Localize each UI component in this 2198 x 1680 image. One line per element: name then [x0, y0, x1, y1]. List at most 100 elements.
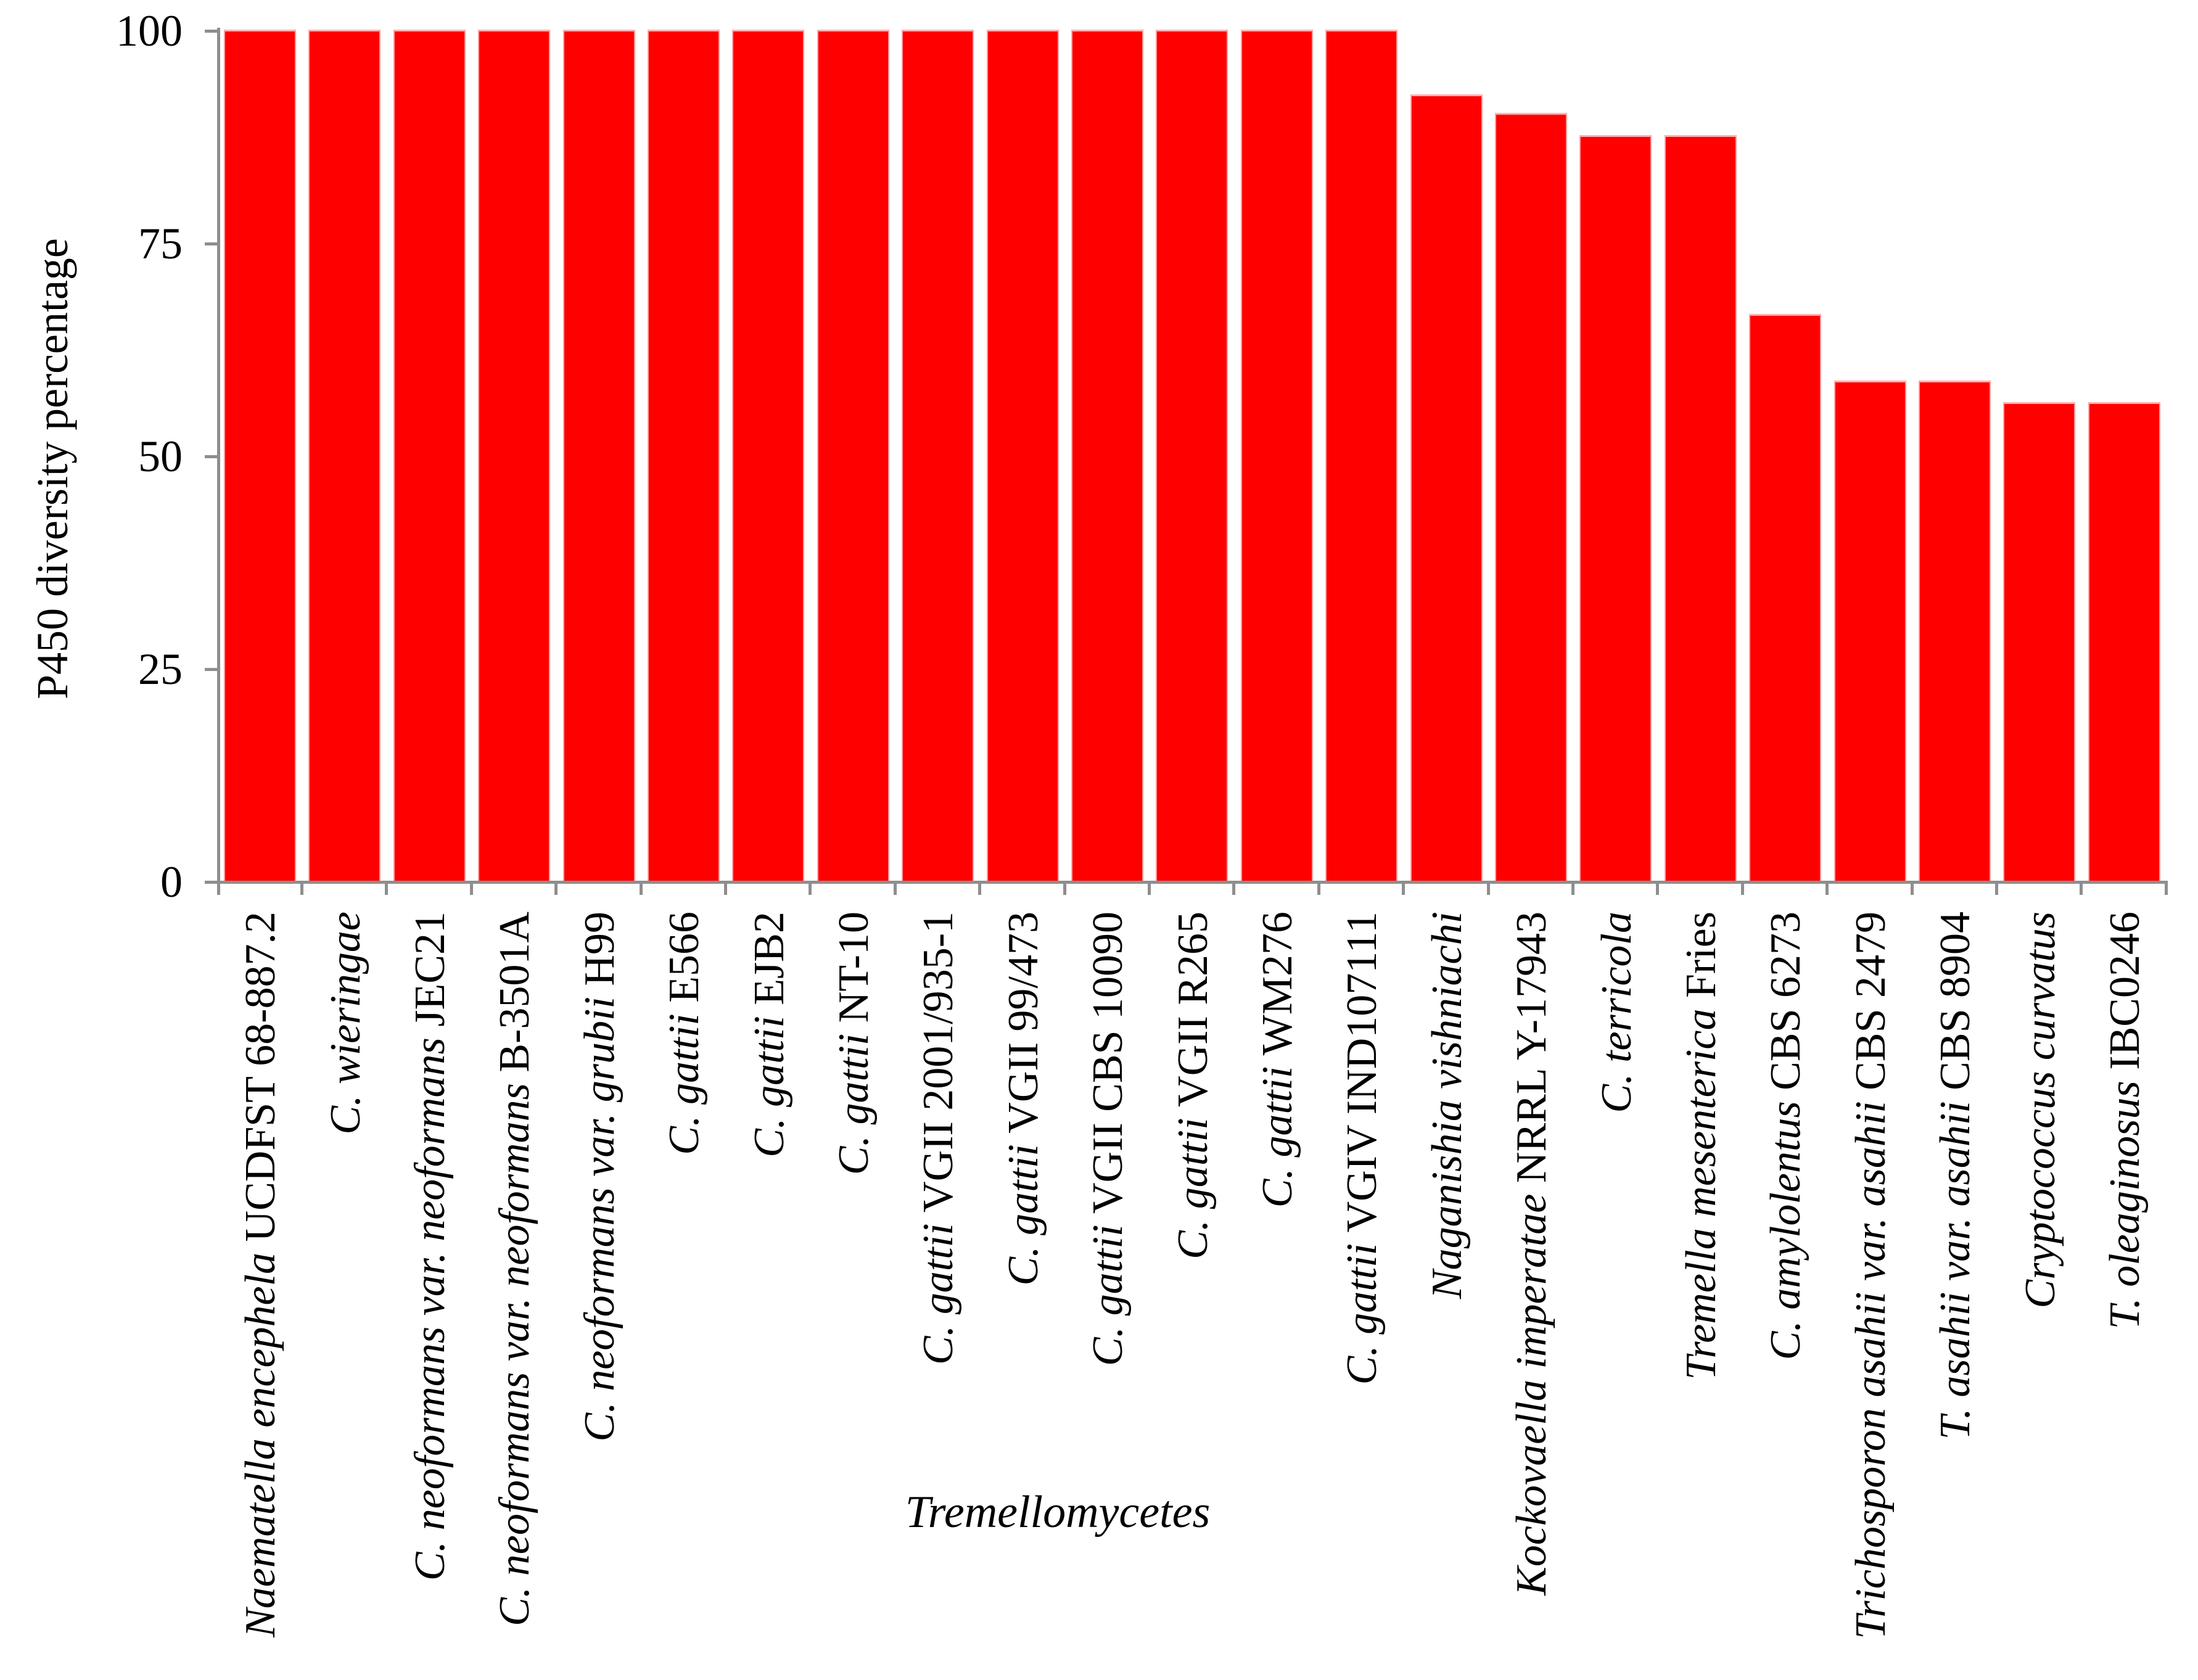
x-tick [1063, 882, 1066, 895]
x-tick [1147, 882, 1151, 895]
x-tick [1317, 882, 1320, 895]
x-tick [1910, 882, 1914, 895]
bar-c-gattii-vgiv-ind107111 [1325, 30, 1398, 882]
x-tick [1571, 882, 1574, 895]
category-label-cell: Kockovaella imperatae NRRL Y-17943 [1490, 912, 1574, 1680]
category-label-cell: Tremella mesenterica Fries [1659, 912, 1743, 1680]
category-label: Tremella mesenterica Fries [1677, 912, 1725, 1380]
bar-c-gattii-wm276 [1240, 30, 1313, 882]
x-tick [1402, 882, 1406, 895]
category-label: C. gattii VGII 2001/935-1 [915, 912, 963, 1365]
x-axis-title: Tremellomycetes [905, 1487, 1211, 1538]
x-tick [385, 882, 389, 895]
category-label-cell: T. oleaginosus IBC0246 [2083, 912, 2167, 1680]
category-label-cell: Trichosporon asahii var. asahii CBS 2479 [1829, 912, 1913, 1680]
x-tick [1656, 882, 1660, 895]
bar-c-neoformans-var-grubii-h99 [562, 30, 635, 882]
bar-c-neoformans-var-neoformans-b-3501a [478, 30, 551, 882]
category-label: C. gattii VGII 99/473 [999, 912, 1047, 1286]
category-label-cell: C. amylolentus CBS 6273 [1744, 912, 1829, 1680]
x-tick [1740, 882, 1744, 895]
bar-tremella-mesenterica-fries [1664, 135, 1737, 882]
x-tick [1232, 882, 1236, 895]
category-label-cell: C. terricola [1574, 912, 1659, 1680]
bar-c-neoformans-var-neoformans-jec21 [393, 30, 466, 882]
y-tick [205, 242, 217, 245]
category-label-cell: C. wieringae [303, 912, 388, 1680]
category-label-cell: C. gattii VGII R265 [1151, 912, 1235, 1680]
category-label: C. gattii VGII CBS 10090 [1084, 912, 1132, 1367]
category-label-cell: C. neoformans var. grubii H99 [558, 912, 642, 1680]
bar-t-oleaginosus-ibc0246 [2088, 402, 2160, 882]
bar-naganishia-vishniachi [1410, 94, 1483, 882]
category-label: C. gattii VGIV IND107111 [1338, 912, 1386, 1385]
category-label-cell: C. gattii E566 [643, 912, 727, 1680]
x-tick [893, 882, 897, 895]
category-label-cell: C. gattii EJB2 [727, 912, 812, 1680]
y-tick-label: 25 [138, 644, 183, 694]
category-label-cell: C. gattii VGII CBS 10090 [1066, 912, 1151, 1680]
y-tick-label: 0 [160, 857, 183, 907]
category-label: C. gattii E566 [661, 912, 709, 1155]
x-tick [978, 882, 982, 895]
x-tick [1486, 882, 1490, 895]
bar-naematella-encephela-ucdfst-68-887-2 [224, 30, 296, 882]
category-label-cell: Naematella encephela UCDFST 68-887.2 [219, 912, 303, 1680]
bar-c-gattii-e566 [648, 30, 720, 882]
y-tick-label: 50 [138, 432, 183, 481]
category-label: C. gattii VGII R265 [1169, 912, 1217, 1259]
y-tick [205, 455, 217, 458]
category-label-cell: C. gattii WM276 [1235, 912, 1320, 1680]
bar-c-gattii-vgii-2001-935-1 [902, 30, 974, 882]
bar-kockovaella-imperatae-nrrl-y-17943 [1495, 113, 1567, 882]
x-tick [1994, 882, 1998, 895]
bar-c-gattii-vgii-99-473 [986, 30, 1059, 882]
x-tick [723, 882, 727, 895]
category-label: T. oleaginosus IBC0246 [2101, 912, 2149, 1330]
category-label: C. terricola [1592, 912, 1640, 1113]
category-label: Naematella encephela UCDFST 68-887.2 [237, 912, 285, 1637]
category-label: C. neoformans var. neoformans JEC21 [406, 912, 454, 1581]
y-tick [205, 29, 217, 33]
y-axis-line [217, 28, 220, 895]
category-label-cell: Cryptococcus curvatus [1998, 912, 2083, 1680]
category-label: C. amylolentus CBS 6273 [1762, 912, 1810, 1361]
category-label-cell: C. gattii VGIV IND107111 [1320, 912, 1405, 1680]
x-tick [1825, 882, 1829, 895]
category-label: Trichosporon asahii var. asahii CBS 2479 [1846, 912, 1895, 1639]
bar-c-gattii-vgii-r265 [1156, 30, 1229, 882]
category-label: C. gattii NT-10 [829, 912, 878, 1176]
bar-trichosporon-asahii-var-asahii-cbs-2479 [1834, 380, 1906, 882]
y-tick [205, 667, 217, 671]
x-tick [300, 882, 303, 895]
category-label-cell: C. gattii VGII 99/473 [981, 912, 1066, 1680]
category-label: T. asahii var. asahii CBS 8904 [1932, 912, 1980, 1440]
category-label: C. gattii EJB2 [745, 912, 793, 1158]
category-label: Naganishia vishniachi [1423, 912, 1471, 1299]
x-tick [554, 882, 558, 895]
x-tick [809, 882, 812, 895]
category-label-cell: C. neoformans var. neoformans JEC21 [388, 912, 472, 1680]
y-tick-label: 100 [116, 6, 183, 56]
bar-c-amylolentus-cbs-6273 [1749, 313, 1822, 882]
y-tick-label: 75 [138, 219, 183, 268]
bar-c-wieringae [308, 30, 381, 882]
category-label-cell: T. asahii var. asahii CBS 8904 [1914, 912, 1998, 1680]
bar-c-gattii-vgii-cbs-10090 [1071, 30, 1143, 882]
category-label: C. gattii WM276 [1253, 912, 1301, 1208]
category-label-cell: C. gattii NT-10 [812, 912, 896, 1680]
category-label: Kockovaella imperatae NRRL Y-17943 [1508, 912, 1556, 1596]
x-tick [2164, 882, 2168, 895]
bar-c-gattii-ejb2 [732, 30, 805, 882]
category-label: C. neoformans var. grubii H99 [575, 912, 624, 1442]
bar-c-gattii-nt-10 [817, 30, 889, 882]
bar-t-asahii-var-asahii-cbs-8904 [1919, 380, 1991, 882]
category-label-cell: Naganishia vishniachi [1405, 912, 1489, 1680]
category-label: C. neoformans var. neoformans B-3501A [491, 912, 539, 1626]
x-tick [639, 882, 643, 895]
bar-c-terricola [1579, 135, 1652, 882]
x-tick [469, 882, 473, 895]
category-label-cell: C. neoformans var. neoformans B-3501A [473, 912, 558, 1680]
x-tick [2080, 882, 2083, 895]
